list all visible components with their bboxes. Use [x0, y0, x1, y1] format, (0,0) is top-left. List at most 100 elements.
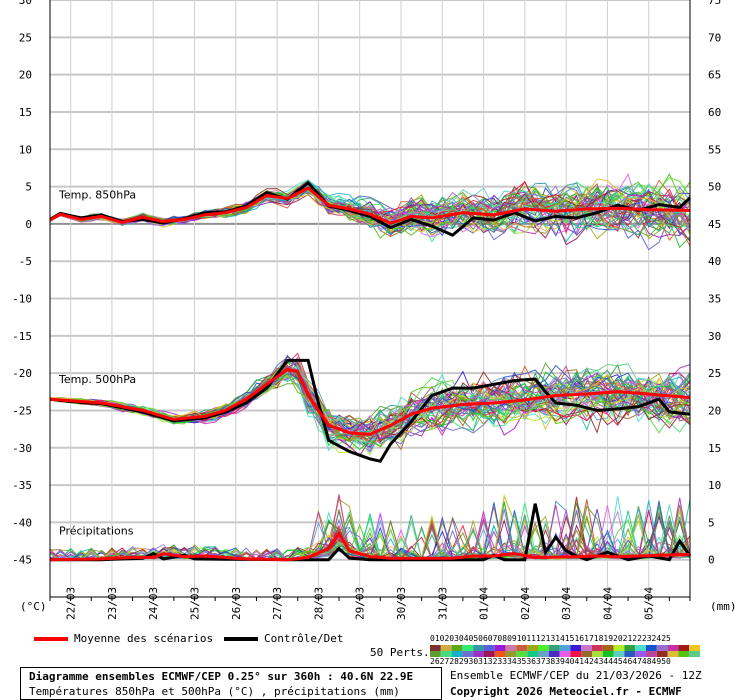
y-tick-right: 5 — [708, 516, 715, 529]
y-tick-right: 70 — [708, 31, 721, 44]
y-tick-left: -35 — [12, 479, 32, 492]
pert-swatch — [559, 651, 571, 657]
pert-swatch — [678, 645, 690, 651]
axes — [49, 0, 691, 601]
pert-swatch — [473, 651, 484, 657]
pert-swatch — [527, 651, 538, 657]
y-tick-left: 10 — [19, 143, 32, 156]
pert-swatch — [570, 645, 582, 651]
pert-swatch — [635, 645, 646, 651]
y-tick-right: 25 — [708, 367, 721, 380]
y-tick-left: -30 — [12, 442, 32, 455]
pert-swatch — [494, 645, 506, 651]
y-tick-left: 25 — [19, 31, 32, 44]
y-tick-right: 75 — [708, 0, 721, 7]
pert-swatch — [592, 651, 603, 657]
y-tick-right: 40 — [708, 255, 721, 268]
date-label: 26/03 — [230, 587, 243, 620]
y-tick-left: -5 — [19, 255, 32, 268]
y-tick-left: 15 — [19, 106, 32, 119]
pert-swatch — [484, 645, 495, 651]
date-label: 23/03 — [106, 587, 119, 620]
pert-swatch — [559, 645, 571, 651]
date-label: 02/04 — [519, 587, 532, 620]
y-tick-left: -15 — [12, 330, 32, 343]
pert-swatch — [570, 651, 582, 657]
pert-swatch — [678, 651, 690, 657]
y-tick-left: 5 — [25, 181, 32, 194]
y-tick-right: 0 — [708, 554, 715, 567]
member-line — [49, 363, 691, 436]
control-legend-swatch — [224, 637, 258, 641]
perts-label: 50 Perts. — [370, 646, 430, 659]
pert-swatch — [484, 651, 495, 657]
pert-swatch — [613, 645, 625, 651]
date-label: 28/03 — [312, 587, 325, 620]
left-axis-unit: (°C) — [20, 600, 47, 613]
pert-swatch — [440, 645, 452, 651]
pert-swatch — [494, 651, 506, 657]
y-tick-right: 35 — [708, 293, 721, 306]
y-tick-left: -40 — [12, 516, 32, 529]
mean-legend-label: Moyenne des scénarios — [74, 632, 214, 645]
mean-line-t850 — [49, 186, 691, 225]
pert-swatch — [602, 645, 614, 651]
date-label: 22/03 — [65, 587, 78, 620]
pert-swatch — [581, 651, 592, 657]
control-line-t850 — [49, 180, 692, 237]
pert-swatch — [440, 651, 452, 657]
copyright: Copyright 2026 Meteociel.fr - ECMWF — [450, 685, 682, 698]
pert-swatch — [451, 651, 463, 657]
date-label: 29/03 — [354, 587, 367, 620]
pert-swatch — [538, 645, 549, 651]
pert-swatch — [451, 645, 463, 651]
section-label: Précipitations — [59, 524, 134, 537]
pert-swatch — [613, 651, 625, 657]
date-label: 05/04 — [643, 587, 656, 620]
member-line — [49, 515, 691, 561]
section-label: Temp. 850hPa — [58, 189, 136, 202]
y-tick-right: 55 — [708, 143, 721, 156]
pert-swatch — [689, 651, 700, 657]
mean-legend-swatch — [34, 637, 68, 641]
pert-swatch — [505, 651, 517, 657]
run-info: Ensemble ECMWF/CEP du 21/03/2026 - 12Z — [450, 669, 702, 682]
y-tick-right: 65 — [708, 69, 721, 82]
right-axis-unit: (mm) — [710, 600, 737, 613]
y-tick-left: 30 — [19, 0, 32, 7]
pert-swatch — [430, 645, 441, 651]
pert-swatch — [656, 651, 668, 657]
pert-swatch — [689, 645, 700, 651]
pert-numbers-bottom: 2627282930313233343536373839404142434445… — [430, 657, 671, 666]
pert-swatch — [505, 645, 517, 651]
y-tick-left: -20 — [12, 367, 32, 380]
date-label: 27/03 — [271, 587, 284, 620]
mean-line-t500 — [49, 367, 691, 436]
pert-swatch — [462, 645, 474, 651]
pert-numbers-top: 0102030405060708091011121314151617181920… — [430, 634, 671, 643]
y-tick-left: 0 — [25, 218, 32, 231]
y-tick-right: 50 — [708, 181, 721, 194]
y-tick-right: 45 — [708, 218, 721, 231]
section-label: Temp. 500hPa — [58, 373, 136, 386]
member-line — [49, 366, 691, 454]
date-label: 30/03 — [395, 587, 408, 620]
pert-swatch — [635, 651, 646, 657]
y-tick-right: 20 — [708, 404, 721, 417]
pert-swatch — [624, 645, 636, 651]
pert-swatch — [473, 645, 484, 651]
mean-line-precip — [49, 530, 691, 562]
chart-title: Diagramme ensembles ECMWF/CEP 0.25° sur … — [29, 670, 414, 683]
pert-swatch — [656, 645, 668, 651]
chart-subtitle: Températures 850hPa et 500hPa (°C) , pré… — [29, 685, 400, 698]
main-lines — [49, 180, 692, 562]
pert-swatch — [646, 645, 657, 651]
pert-swatch — [624, 651, 636, 657]
pert-swatch — [548, 645, 560, 651]
y-tick-right: 30 — [708, 330, 721, 343]
y-tick-right: 10 — [708, 479, 721, 492]
y-tick-left: -25 — [12, 404, 32, 417]
pert-swatch — [646, 651, 657, 657]
